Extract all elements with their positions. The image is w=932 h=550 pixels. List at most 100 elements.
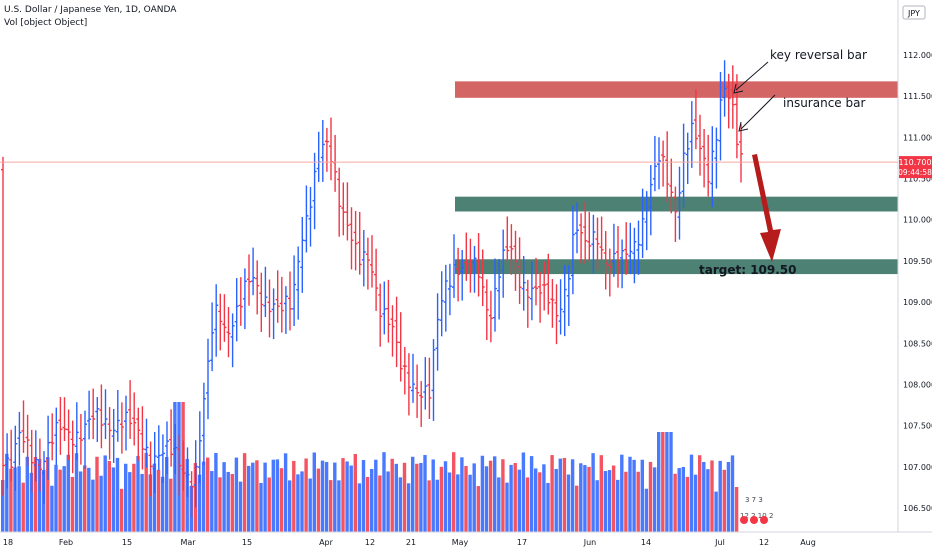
ohlc-bar	[652, 135, 657, 192]
volume-bar	[66, 454, 70, 532]
volume-bar	[365, 476, 370, 532]
volume-bar	[271, 459, 275, 532]
ohlc-bar	[554, 284, 559, 345]
volume-bar	[296, 474, 300, 532]
ohlc-bar	[501, 229, 506, 298]
time-axis[interactable]: 18 Feb 15 Mar 15 Apr 12 21 May 17 Jun 14 Jul 12 Aug	[0, 531, 932, 547]
price-tick-label: 107.500	[903, 422, 932, 431]
ohlc-bar	[226, 307, 231, 358]
price-tick-label: 107.000	[903, 463, 932, 472]
price-tick-label: 112.000	[903, 51, 932, 60]
ohlc-bar	[124, 395, 128, 451]
volume-bar	[517, 469, 521, 532]
ohlc-bar	[357, 211, 362, 275]
volume-bar	[5, 453, 9, 532]
volume-bar	[25, 456, 29, 532]
ohlc-bar	[702, 128, 707, 188]
marker-digits-bottom: 12 2 10 2	[740, 512, 773, 520]
price-axis[interactable]: 112.000 111.500 111.000 110.500 110.000 109.5…	[897, 0, 932, 532]
ohlc-bar	[91, 388, 96, 440]
price-tick-label: 109.000	[903, 298, 932, 307]
ohlc-bar	[169, 409, 174, 467]
ohlc-bar	[525, 279, 530, 328]
ohlc-bar	[238, 277, 243, 326]
volume-bar	[329, 480, 333, 532]
ohlc-bar	[324, 127, 329, 172]
volume-bar	[29, 472, 34, 532]
volume-bar	[702, 461, 706, 532]
ohlc-bar	[308, 187, 313, 247]
time-tick-label: Jun	[583, 538, 597, 547]
volume-bar	[259, 482, 263, 532]
key-reversal-arrow	[735, 61, 769, 91]
ohlc-bar	[488, 290, 493, 343]
event-markers[interactable]: 3 7 3 12 2 10 2	[740, 496, 773, 524]
ohlc-bar	[542, 261, 547, 311]
volume-bar	[279, 468, 284, 532]
currency-badge[interactable]	[902, 5, 926, 20]
ohlc-bar	[365, 237, 370, 290]
ohlc-bar	[50, 413, 55, 461]
ohlc-bar	[685, 132, 690, 184]
price-bars	[1, 60, 743, 518]
ohlc-bar	[78, 413, 83, 465]
price-tick-label: 108.500	[903, 339, 932, 348]
volume-bar	[480, 455, 485, 532]
ohlc-bar	[296, 246, 301, 320]
volume-bar	[710, 460, 714, 532]
ohlc-bar	[464, 232, 469, 281]
volume-bar	[575, 485, 579, 532]
volume-bar	[550, 455, 554, 532]
volume-bar	[349, 465, 353, 532]
volume-bar	[583, 465, 587, 532]
ohlc-bar	[718, 71, 723, 161]
volume-bar	[423, 455, 427, 532]
ohlc-bar	[353, 210, 358, 271]
volume-bar	[165, 456, 169, 532]
ohlc-bar	[714, 127, 719, 189]
flag-icon[interactable]	[750, 516, 758, 524]
ohlc-bar	[394, 296, 399, 368]
ohlc-bar	[640, 188, 645, 259]
ohlc-bar	[374, 248, 379, 311]
volume-bar	[501, 459, 505, 532]
flag-icon[interactable]	[740, 516, 748, 524]
volume-bar	[247, 465, 251, 532]
volume-bar	[312, 452, 316, 532]
volume-bar	[394, 463, 398, 532]
volume-bar	[160, 476, 165, 532]
ohlc-bar	[406, 353, 411, 416]
ohlc-bar	[128, 380, 133, 439]
volume-bar	[443, 461, 448, 532]
ohlc-bar	[607, 248, 612, 297]
ohlc-bar	[21, 400, 26, 453]
volume-bar	[74, 453, 79, 532]
ohlc-bar	[378, 283, 383, 347]
insurance-label: insurance bar	[783, 96, 865, 110]
ohlc-bar	[17, 411, 22, 466]
volume-bar	[95, 456, 99, 532]
volume-legend[interactable]: Vol [object Object]	[4, 18, 88, 28]
ohlc-bar	[472, 245, 477, 293]
volume-bar	[513, 463, 517, 532]
volume-bar	[579, 463, 583, 532]
symbol-legend[interactable]: U.S. Dollar / Japanese Yen, 1D, OANDA	[4, 5, 177, 15]
volume-bar	[542, 464, 546, 532]
volume-bar	[509, 464, 513, 532]
volume-bar	[386, 471, 390, 532]
volume-bar	[304, 458, 308, 532]
ohlc-bar	[550, 279, 555, 328]
ohlc-bar	[435, 293, 440, 371]
volume-bar	[452, 452, 456, 532]
volume-bar	[456, 474, 460, 532]
ohlc-bar	[661, 140, 666, 187]
ohlc-bar	[734, 74, 739, 159]
volume-bar	[411, 456, 415, 532]
volume-bar	[99, 475, 103, 532]
price-tick-label: 111.500	[903, 92, 932, 101]
ohlc-bar	[345, 182, 350, 241]
volume-bar	[415, 463, 419, 532]
ohlc-bar	[603, 231, 608, 290]
flag-icon[interactable]	[760, 516, 768, 524]
